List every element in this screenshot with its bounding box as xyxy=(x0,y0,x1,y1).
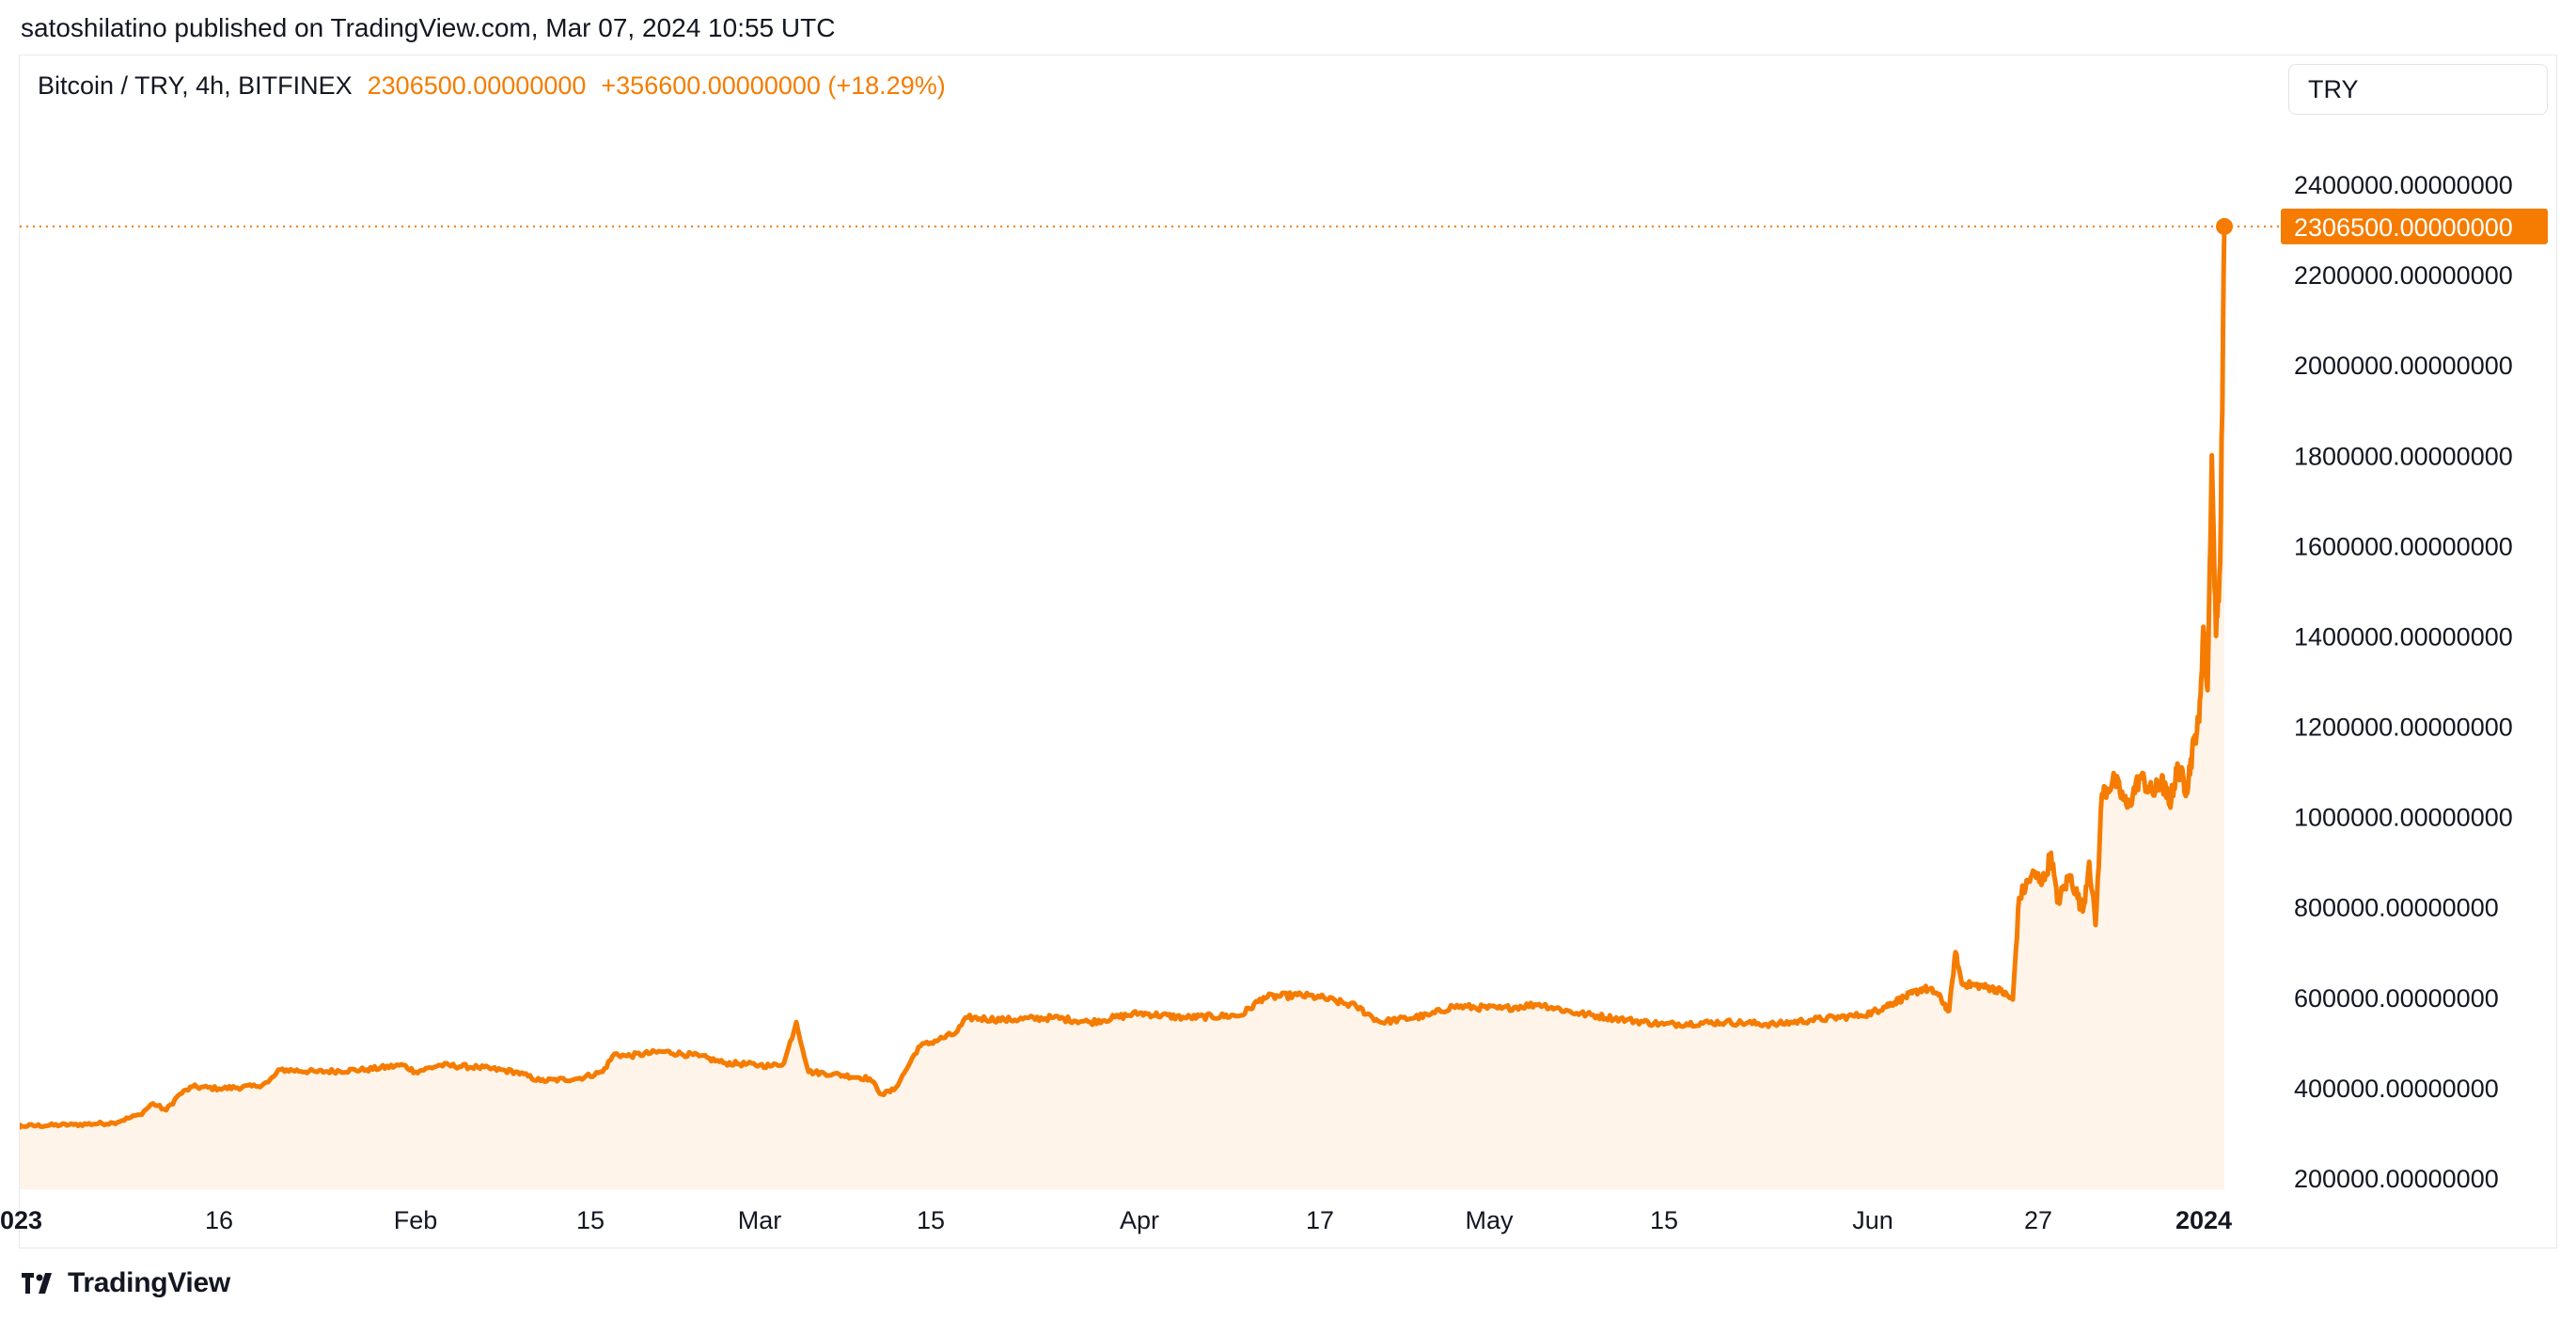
tradingview-logo-icon xyxy=(22,1273,52,1294)
price-area-fill xyxy=(20,226,2224,1189)
chart-frame xyxy=(19,55,2557,1248)
symbol-legend: Bitcoin / TRY, 4h, BITFINEX 2306500.0000… xyxy=(38,71,946,101)
x-tick-label: Feb xyxy=(394,1206,438,1234)
y-tick-label: 200000.00000000 xyxy=(2294,1165,2499,1193)
last-price-marker xyxy=(2216,217,2233,235)
y-tick-label: 1200000.00000000 xyxy=(2294,714,2513,742)
x-tick-label: 023 xyxy=(0,1206,42,1234)
publisher-line: satoshilatino published on TradingView.c… xyxy=(21,13,836,42)
last-price-label-text: 2306500.00000000 xyxy=(2294,213,2513,242)
symbol-label[interactable]: Bitcoin / TRY, 4h, BITFINEX xyxy=(38,71,353,100)
y-tick-label: 1000000.00000000 xyxy=(2294,804,2513,832)
x-tick-label: 27 xyxy=(2024,1206,2052,1234)
x-tick-label: Mar xyxy=(738,1206,782,1234)
brand-label: TradingView xyxy=(68,1267,230,1298)
price-change: +356600.00000000 (+18.29%) xyxy=(601,71,946,100)
x-tick-label: 17 xyxy=(1306,1206,1334,1234)
last-price-label: 2306500.00000000 xyxy=(2281,208,2548,244)
footer-brand: TradingView xyxy=(21,1267,230,1299)
price-chart[interactable]: 2400000.00000000 2200000.00000000 2000000.… xyxy=(0,0,2576,1260)
x-tick-label: Jun xyxy=(1852,1206,1893,1234)
x-tick-label: 16 xyxy=(205,1206,233,1234)
x-tick-label: Apr xyxy=(1120,1206,1159,1234)
price-line xyxy=(20,226,2227,1130)
last-price: 2306500.00000000 xyxy=(367,71,587,100)
x-tick-label: 15 xyxy=(1650,1206,1678,1234)
y-tick-label: 2400000.00000000 xyxy=(2294,171,2513,199)
y-tick-label: 2000000.00000000 xyxy=(2294,352,2513,380)
x-axis[interactable]: 023 16 Feb 15 Mar 15 Apr 17 May 15 Jun 27 2024 xyxy=(0,1206,2232,1234)
y-axis[interactable]: 2400000.00000000 2200000.00000000 2000000.… xyxy=(2294,171,2513,1193)
x-tick-label: 15 xyxy=(917,1206,945,1234)
y-tick-label: 1600000.00000000 xyxy=(2294,532,2513,560)
x-tick-label: 15 xyxy=(576,1206,605,1234)
last-price-label-bg xyxy=(2281,208,2548,244)
currency-button[interactable]: TRY xyxy=(2288,64,2548,115)
y-tick-label: 600000.00000000 xyxy=(2294,984,2499,1013)
x-tick-label: May xyxy=(1465,1206,1514,1234)
y-tick-label: 400000.00000000 xyxy=(2294,1075,2499,1103)
y-tick-label: 1800000.00000000 xyxy=(2294,442,2513,470)
y-tick-label: 1400000.00000000 xyxy=(2294,622,2513,651)
y-tick-label: 2200000.00000000 xyxy=(2294,261,2513,290)
x-tick-label: 2024 xyxy=(2175,1206,2232,1234)
y-tick-label: 800000.00000000 xyxy=(2294,894,2499,922)
